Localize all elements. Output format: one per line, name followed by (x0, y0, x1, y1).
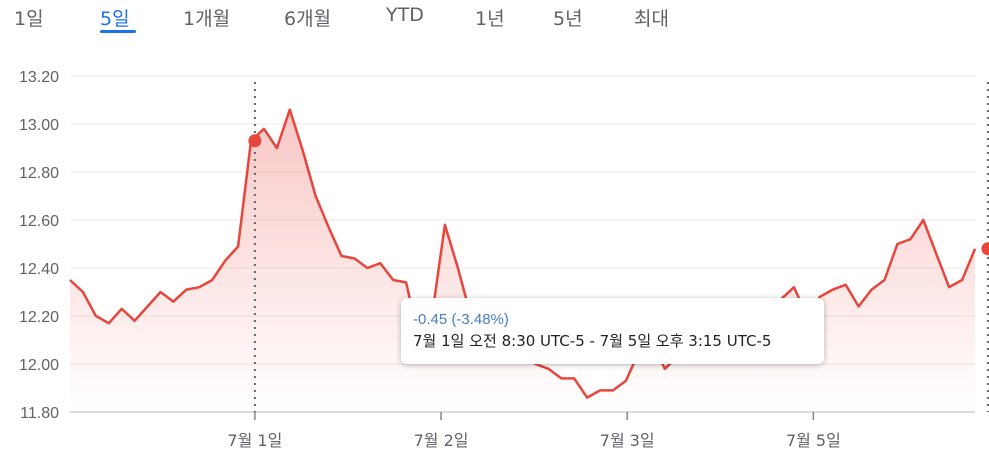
selection-end-point[interactable] (981, 242, 989, 256)
tab-5y[interactable]: 5년 (553, 8, 583, 30)
y-tick-label: 13.20 (19, 69, 59, 86)
active-tab-underline (100, 30, 136, 33)
x-tick-label: 7월 5일 (786, 431, 841, 450)
x-tick-label: 7월 2일 (414, 431, 469, 450)
range-tabs: 1일 5일 1개월 6개월 YTD 1년 5년 최대 (0, 0, 989, 40)
price-area-fill (70, 109, 975, 412)
tab-5d[interactable]: 5일 (100, 8, 130, 30)
tab-6m[interactable]: 6개월 (284, 8, 332, 30)
tooltip-date-range: 7월 1일 오전 8:30 UTC-5 - 7월 5일 오후 3:15 UTC-… (413, 332, 772, 350)
x-axis: 7월 1일 7월 2일 7월 3일 7월 5일 (227, 412, 841, 450)
y-tick-label: 12.60 (19, 213, 59, 230)
y-axis: 13.20 13.00 12.80 12.60 12.40 12.20 12.00 11.80 (19, 69, 59, 422)
tab-max[interactable]: 최대 (634, 8, 669, 30)
x-tick-label: 7월 3일 (600, 431, 655, 450)
range-tooltip: -0.45 (-3.48%) 7월 1일 오전 8:30 UTC-5 - 7월 … (401, 298, 824, 364)
y-tick-label: 12.00 (19, 357, 59, 374)
selection-start-point[interactable] (248, 134, 262, 148)
tab-1y[interactable]: 1년 (475, 8, 505, 30)
tab-ytd[interactable]: YTD (386, 4, 424, 26)
y-tick-label: 12.40 (19, 261, 59, 278)
tooltip-change: -0.45 (-3.48%) (413, 311, 509, 328)
y-tick-label: 12.80 (19, 165, 59, 182)
tab-1d[interactable]: 1일 (14, 8, 44, 30)
y-tick-label: 13.00 (19, 117, 59, 134)
y-tick-label: 11.80 (20, 405, 59, 422)
x-tick-label: 7월 1일 (227, 431, 282, 450)
tab-1m[interactable]: 1개월 (183, 8, 231, 30)
y-tick-label: 12.20 (19, 309, 59, 326)
